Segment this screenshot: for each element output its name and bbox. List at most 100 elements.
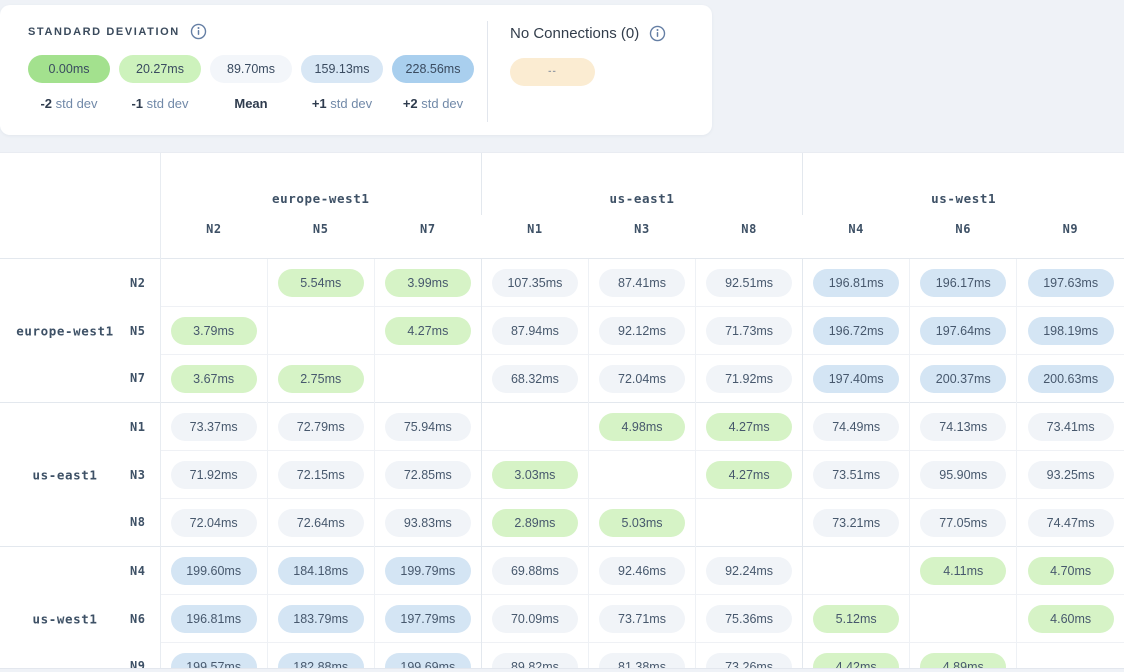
latency-pill[interactable]: 4.11ms [920, 556, 1007, 585]
matrix-cell: 71.92ms [695, 354, 803, 403]
latency-pill[interactable]: 197.63ms [1027, 268, 1114, 297]
matrix-row: N4 199.60ms 184.18ms 199.79ms 69.88ms 92.46ms… [0, 546, 1124, 595]
latency-pill[interactable]: 73.21ms [813, 508, 900, 537]
latency-pill[interactable]: 71.73ms [706, 316, 793, 345]
latency-pill[interactable]: 4.27ms [706, 460, 793, 489]
row-node-label: N9 [129, 659, 146, 669]
latency-pill[interactable]: 197.40ms [813, 364, 900, 393]
latency-pill[interactable]: 4.60ms [1027, 604, 1114, 633]
matrix-row: us-east1 N3 71.92ms 72.15ms 72.85ms 3.03ms 4.2… [0, 450, 1124, 499]
latency-pill[interactable]: 93.25ms [1027, 460, 1114, 489]
latency-pill[interactable]: 95.90ms [920, 460, 1007, 489]
matrix-cell [909, 594, 1017, 643]
row-node-label: N2 [129, 275, 146, 290]
latency-pill[interactable]: 107.35ms [491, 268, 578, 297]
latency-pill[interactable]: 72.79ms [277, 412, 364, 441]
latency-pill[interactable]: 69.88ms [491, 556, 578, 585]
latency-pill[interactable]: 92.24ms [706, 556, 793, 585]
latency-pill[interactable]: 199.60ms [170, 556, 257, 585]
stddev-stop: 89.70ms Mean [210, 55, 292, 111]
matrix-cell: 2.75ms [266, 354, 375, 403]
latency-pill[interactable]: 73.26ms [706, 652, 793, 668]
latency-pill[interactable]: 199.57ms [170, 652, 257, 668]
matrix-header: europe-west1 us-east1 us-west1 N2 N5 N7 N1 N3 N8… [0, 153, 1124, 259]
matrix-cell [695, 498, 803, 547]
stddev-stop-pill: 89.70ms [210, 55, 292, 83]
latency-pill[interactable]: 196.72ms [813, 316, 900, 345]
latency-pill[interactable]: 3.03ms [491, 460, 578, 489]
latency-pill[interactable]: 75.36ms [706, 604, 793, 633]
matrix-cell: 92.46ms [587, 546, 696, 595]
latency-pill[interactable]: 89.82ms [491, 652, 578, 668]
latency-pill[interactable]: 74.13ms [920, 412, 1007, 441]
latency-pill[interactable]: 74.49ms [813, 412, 900, 441]
row-header-cell: N4 [0, 546, 161, 595]
no-connections-info-icon[interactable] [649, 25, 666, 42]
row-node-label: N6 [129, 611, 146, 626]
latency-pill[interactable]: 5.03ms [599, 508, 685, 537]
latency-pill[interactable]: 93.83ms [384, 508, 471, 537]
latency-pill[interactable]: 4.42ms [813, 652, 900, 668]
latency-pill[interactable]: 5.54ms [277, 268, 364, 297]
latency-pill[interactable]: 72.85ms [384, 460, 471, 489]
latency-pill[interactable]: 72.04ms [599, 364, 685, 393]
latency-pill[interactable]: 74.47ms [1027, 508, 1114, 537]
latency-pill[interactable]: 197.64ms [920, 316, 1007, 345]
matrix-cell: 73.41ms [1016, 402, 1124, 451]
latency-pill[interactable]: 200.37ms [920, 364, 1007, 393]
matrix-cell: 74.13ms [909, 402, 1017, 451]
latency-pill[interactable]: 182.88ms [277, 652, 364, 668]
matrix-cell: 4.27ms [695, 450, 803, 499]
row-header-cell: N7 [0, 354, 161, 403]
latency-pill[interactable]: 4.70ms [1027, 556, 1114, 585]
latency-pill[interactable]: 71.92ms [170, 460, 257, 489]
latency-pill[interactable]: 3.67ms [170, 364, 257, 393]
latency-pill[interactable]: 4.27ms [384, 316, 471, 345]
latency-pill[interactable]: 4.89ms [920, 652, 1007, 668]
latency-pill[interactable]: 71.92ms [706, 364, 793, 393]
latency-pill[interactable]: 4.98ms [599, 412, 685, 441]
latency-pill[interactable]: 73.51ms [813, 460, 900, 489]
latency-pill[interactable]: 87.94ms [491, 316, 578, 345]
latency-pill[interactable]: 68.32ms [491, 364, 578, 393]
latency-pill[interactable]: 81.38ms [599, 652, 685, 668]
latency-pill[interactable]: 75.94ms [384, 412, 471, 441]
latency-pill[interactable]: 184.18ms [277, 556, 364, 585]
matrix-cell: 200.37ms [909, 354, 1017, 403]
latency-pill[interactable]: 183.79ms [277, 604, 364, 633]
latency-pill[interactable]: 2.89ms [491, 508, 578, 537]
column-node-label: N4 [848, 222, 864, 236]
latency-pill[interactable]: 72.15ms [277, 460, 364, 489]
latency-pill[interactable]: 77.05ms [920, 508, 1007, 537]
latency-pill[interactable]: 3.79ms [170, 316, 257, 345]
matrix-cell: 197.40ms [802, 354, 910, 403]
latency-pill[interactable]: 73.37ms [170, 412, 257, 441]
latency-pill[interactable]: 196.17ms [920, 268, 1007, 297]
latency-pill[interactable]: 73.71ms [599, 604, 685, 633]
latency-pill[interactable]: 70.09ms [491, 604, 578, 633]
matrix-cell: 72.15ms [266, 450, 375, 499]
latency-pill[interactable]: 197.79ms [384, 604, 471, 633]
stddev-stop-label: +2 std dev [402, 96, 464, 111]
latency-pill[interactable]: 200.63ms [1027, 364, 1114, 393]
latency-pill[interactable]: 72.64ms [277, 508, 364, 537]
latency-pill[interactable]: 196.81ms [813, 268, 900, 297]
stddev-info-icon[interactable] [190, 23, 207, 40]
latency-pill[interactable]: 199.69ms [384, 652, 471, 668]
latency-pill[interactable]: 2.75ms [277, 364, 364, 393]
latency-pill[interactable]: 196.81ms [170, 604, 257, 633]
latency-pill[interactable]: 4.27ms [706, 412, 793, 441]
matrix-cell: 5.54ms [266, 258, 375, 307]
matrix-cell [160, 258, 268, 307]
latency-pill[interactable]: 92.46ms [599, 556, 685, 585]
latency-pill[interactable]: 92.51ms [706, 268, 793, 297]
latency-pill[interactable]: 198.19ms [1027, 316, 1114, 345]
latency-pill[interactable]: 199.79ms [384, 556, 471, 585]
latency-pill[interactable]: 92.12ms [599, 316, 685, 345]
latency-pill[interactable]: 72.04ms [170, 508, 257, 537]
row-header-cell: us-west1 N6 [0, 594, 161, 643]
latency-pill[interactable]: 5.12ms [813, 604, 900, 633]
latency-pill[interactable]: 3.99ms [384, 268, 471, 297]
latency-pill[interactable]: 87.41ms [599, 268, 685, 297]
latency-pill[interactable]: 73.41ms [1027, 412, 1114, 441]
